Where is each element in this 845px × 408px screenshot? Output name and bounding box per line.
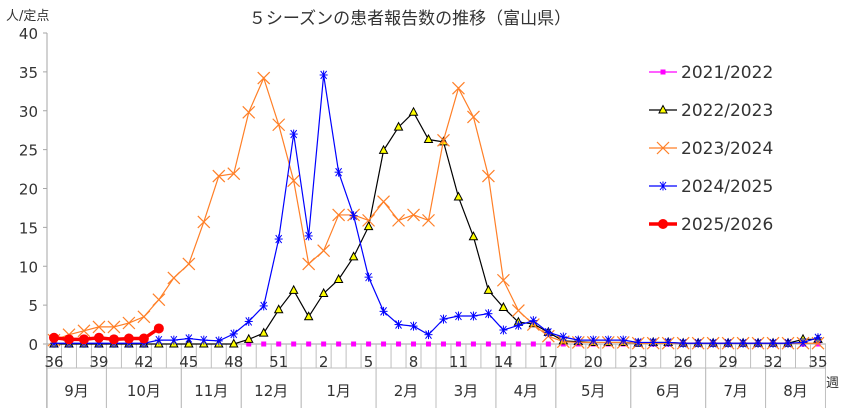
x-tick-label: 42 [134,353,153,371]
y-tick-label: 20 [19,181,38,199]
y-tick-label: 5 [28,297,38,315]
x-tick-label: 23 [629,353,648,371]
svg-text:2024/2025: 2024/2025 [681,177,773,197]
svg-text:2022/2023: 2022/2023 [681,101,773,121]
x-tick-label: 36 [44,353,63,371]
x-tick-label: 45 [179,353,198,371]
series-2023-2024 [47,71,825,350]
month-label: 1月 [326,382,351,400]
x-tick-label: 8 [409,353,419,371]
month-label: 10月 [127,382,161,400]
x-tick-label: 51 [269,353,288,371]
x-tick-label: 2 [319,353,329,371]
month-label: 9月 [64,382,89,400]
y-tick-label: 10 [19,258,38,276]
month-label: 12月 [254,382,288,400]
svg-text:2023/2024: 2023/2024 [681,139,773,159]
legend-item: 2023/2024 [649,139,773,159]
month-label: 8月 [783,382,808,400]
x-tick-label: 32 [763,353,782,371]
x-tick-label: 11 [449,353,468,371]
y-tick-label: 25 [19,142,38,160]
svg-text:2021/2022: 2021/2022 [681,63,773,83]
x-tick-label: 48 [224,353,243,371]
legend-item: 2024/2025 [649,177,773,197]
x-tick-label: 17 [539,353,558,371]
y-tick-label: 30 [19,103,38,121]
month-label: 5月 [581,382,606,400]
month-label: 6月 [656,382,681,400]
legend-item: 2025/2026 [649,215,773,235]
x-tick-label: 14 [494,353,513,371]
y-tick-label: 40 [19,25,38,43]
month-label: 4月 [514,382,539,400]
y-tick-label: 15 [19,219,38,237]
series-2025-2026 [49,323,164,345]
month-label: 7月 [723,382,748,400]
y-tick-label: 0 [28,336,38,354]
legend-item: 2021/2022 [649,63,773,83]
x-tick-label: 29 [719,353,738,371]
x-tick-label: 5 [364,353,374,371]
x-tick-label: 20 [584,353,603,371]
x-tick-label: 35 [808,353,827,371]
month-label: 11月 [194,382,228,400]
x-tick-label: 39 [89,353,108,371]
month-label: 2月 [394,382,419,400]
y-tick-label: 35 [19,64,38,82]
x-tick-label: 26 [674,353,693,371]
legend-item: 2022/2023 [649,101,773,121]
legend: 2021/2022 2022/2023 2023/2024 2024/2025 2025… [649,63,773,235]
svg-text:2025/2026: 2025/2026 [681,215,773,235]
x-axis-unit: 週 [826,376,839,391]
month-label: 3月 [454,382,479,400]
y-axis-unit: 人/定点 [6,9,49,24]
chart-title: ５シーズンの患者報告数の推移（富山県） [249,9,571,29]
series-group [47,70,825,350]
